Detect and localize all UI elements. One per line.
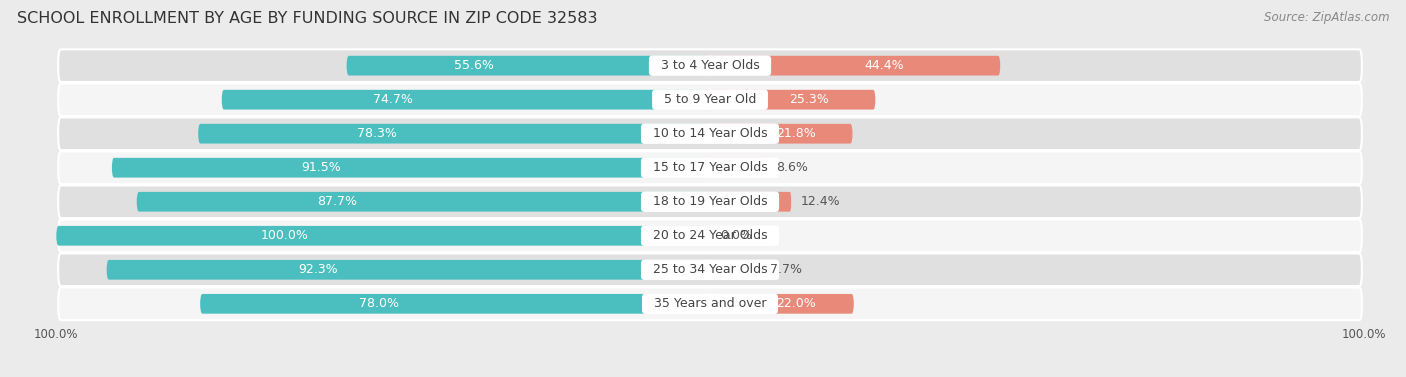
Text: 100.0%: 100.0% [262,229,309,242]
FancyBboxPatch shape [710,260,761,280]
Text: 44.4%: 44.4% [865,59,904,72]
Legend: Public School, Private School: Public School, Private School [598,373,823,377]
Text: 35 Years and over: 35 Years and over [645,297,775,310]
FancyBboxPatch shape [58,253,1362,286]
FancyBboxPatch shape [58,219,1362,252]
Text: 0.0%: 0.0% [720,229,752,242]
Text: 22.0%: 22.0% [776,297,817,310]
Text: 3 to 4 Year Olds: 3 to 4 Year Olds [652,59,768,72]
FancyBboxPatch shape [58,152,1362,184]
FancyBboxPatch shape [710,90,876,110]
FancyBboxPatch shape [710,158,766,178]
FancyBboxPatch shape [200,294,710,314]
Text: 21.8%: 21.8% [776,127,815,140]
Text: 8.6%: 8.6% [776,161,808,174]
FancyBboxPatch shape [107,260,710,280]
Text: 55.6%: 55.6% [454,59,494,72]
FancyBboxPatch shape [710,192,792,211]
FancyBboxPatch shape [56,226,710,246]
Text: 91.5%: 91.5% [301,161,342,174]
Text: 20 to 24 Year Olds: 20 to 24 Year Olds [645,229,775,242]
Text: 25 to 34 Year Olds: 25 to 34 Year Olds [645,263,775,276]
FancyBboxPatch shape [710,124,852,144]
FancyBboxPatch shape [58,288,1362,320]
Text: 18 to 19 Year Olds: 18 to 19 Year Olds [645,195,775,208]
FancyBboxPatch shape [112,158,710,178]
Text: 25.3%: 25.3% [789,93,830,106]
Text: 74.7%: 74.7% [373,93,412,106]
FancyBboxPatch shape [58,117,1362,150]
Text: Source: ZipAtlas.com: Source: ZipAtlas.com [1264,11,1389,24]
Text: 78.3%: 78.3% [357,127,398,140]
FancyBboxPatch shape [710,56,1000,75]
Text: 5 to 9 Year Old: 5 to 9 Year Old [655,93,765,106]
Text: 78.0%: 78.0% [359,297,398,310]
FancyBboxPatch shape [58,83,1362,116]
FancyBboxPatch shape [136,192,710,211]
FancyBboxPatch shape [58,49,1362,82]
FancyBboxPatch shape [710,294,853,314]
FancyBboxPatch shape [58,185,1362,218]
Text: 10 to 14 Year Olds: 10 to 14 Year Olds [645,127,775,140]
Text: 92.3%: 92.3% [298,263,337,276]
Text: SCHOOL ENROLLMENT BY AGE BY FUNDING SOURCE IN ZIP CODE 32583: SCHOOL ENROLLMENT BY AGE BY FUNDING SOUR… [17,11,598,26]
FancyBboxPatch shape [222,90,710,110]
FancyBboxPatch shape [346,56,710,75]
Text: 7.7%: 7.7% [770,263,803,276]
Text: 87.7%: 87.7% [318,195,357,208]
Text: 12.4%: 12.4% [801,195,841,208]
FancyBboxPatch shape [198,124,710,144]
Text: 15 to 17 Year Olds: 15 to 17 Year Olds [645,161,775,174]
